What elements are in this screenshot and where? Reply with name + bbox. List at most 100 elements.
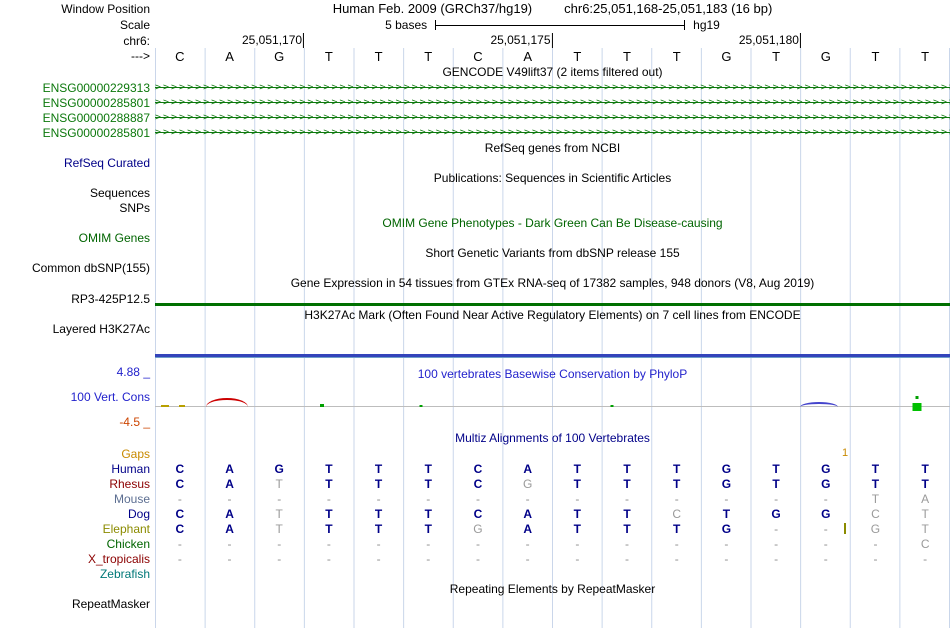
transcript-id-label[interactable]: ENSG00000285801 — [42, 125, 150, 140]
alignment-cell: A — [225, 521, 234, 536]
alignment-cell: - — [277, 551, 282, 566]
alignment-cell: T — [722, 506, 731, 521]
alignment-row-rhesus[interactable]: Rhesus C A T T T T C G T T T G T G T T — [0, 476, 950, 491]
alignment-cell: T — [424, 506, 432, 521]
gtex-title-row: Gene Expression in 54 tissues from GTEx … — [0, 275, 950, 291]
refseq-track-label[interactable]: RefSeq Curated — [63, 155, 150, 170]
alignment-cell: - — [227, 491, 232, 506]
transcript-row[interactable]: ENSG00000285801 >>>>>>>>>>>>>>>>>>>>>>>>>… — [0, 95, 950, 110]
species-label: Mouse — [113, 491, 150, 506]
alignment-cell: - — [625, 551, 630, 566]
h3k27ac-track — [155, 322, 950, 336]
repeatmasker-title-row: Repeating Elements by RepeatMasker — [0, 581, 950, 596]
gencode-title-row: GENCODE V49lift37 (2 items filtered out) — [0, 64, 950, 80]
base-letter: T — [573, 48, 582, 64]
alignment-cell: - — [227, 536, 232, 551]
alignment-cell: T — [623, 521, 631, 536]
alignment-cell: T — [673, 476, 681, 491]
alignment-cell: - — [227, 551, 232, 566]
repeatmasker-title[interactable]: Repeating Elements by RepeatMasker — [449, 581, 656, 596]
dbsnp-title[interactable]: Short Genetic Variants from dbSNP releas… — [425, 245, 680, 260]
omim-title[interactable]: OMIM Gene Phenotypes - Dark Green Can Be… — [382, 215, 723, 230]
refseq-track-row[interactable]: RefSeq Curated — [0, 155, 950, 170]
omim-track-label[interactable]: OMIM Genes — [78, 230, 150, 245]
h3k27ac-signal-row — [0, 336, 950, 360]
alignment-cell: A — [921, 491, 930, 506]
alignment-cell: - — [177, 491, 182, 506]
transcript-row[interactable]: ENSG00000285801 >>>>>>>>>>>>>>>>>>>>>>>>>… — [0, 125, 950, 140]
phylop-title[interactable]: 100 vertebrates Basewise Conservation by… — [417, 367, 688, 381]
alignment-cell: G — [821, 506, 831, 521]
transcript-id-label[interactable]: ENSG00000285801 — [42, 95, 150, 110]
alignment-cell: G — [473, 521, 483, 536]
alignment-row-mouse[interactable]: Mouse - - - - - - - - - - - - - - T A — [0, 491, 950, 506]
alignment-row-x_tropicalis[interactable]: X_tropicalis - - - - - - - - - - - - - - - - — [0, 551, 950, 566]
transcript-id-label[interactable]: ENSG00000288887 — [42, 110, 150, 125]
alignment-cell: - — [376, 491, 381, 506]
alignment-row-elephant[interactable]: Elephant C A T T T T G A T T T G - - G T — [0, 521, 950, 536]
alignment-cell: - — [475, 536, 480, 551]
alignment-cell: T — [871, 476, 880, 491]
alignment-cell: G — [522, 476, 533, 491]
alignment-track: ---------------C — [155, 536, 950, 551]
alignment-cell: - — [376, 536, 381, 551]
snps-track-label[interactable]: SNPs — [119, 200, 150, 215]
sequences-track-label[interactable]: Sequences — [89, 185, 150, 200]
gaps-row[interactable]: Gaps 1 — [0, 446, 950, 461]
ruler-row: chr6: 25,051,170 25,051,175 25,051,180 — [0, 33, 950, 48]
multiz-title[interactable]: Multiz Alignments of 100 Vertebrates — [455, 431, 650, 445]
h3k27ac-label-row[interactable]: Layered H3K27Ac — [0, 322, 950, 336]
ruler-tick-mark — [551, 33, 553, 48]
alignment-cell: T — [424, 521, 432, 536]
gencode-title[interactable]: GENCODE V49lift37 (2 items filtered out) — [442, 65, 663, 79]
transcript-row[interactable]: ENSG00000288887 >>>>>>>>>>>>>>>>>>>>>>>>>… — [0, 110, 950, 125]
alignment-row-dog[interactable]: Dog C A T T T T C A T T C T G G C T — [0, 506, 950, 521]
ruler-tick: 25,051,180 — [739, 33, 801, 48]
alignment-cell: T — [275, 476, 283, 491]
h3k27ac-track-label[interactable]: Layered H3K27Ac — [52, 322, 150, 336]
repeatmasker-track-label[interactable]: RepeatMasker — [71, 596, 150, 611]
alignment-cell: A — [225, 476, 234, 491]
h3k27ac-title[interactable]: H3K27Ac Mark (Often Found Near Active Re… — [304, 307, 801, 322]
snps-track-row[interactable]: SNPs — [0, 200, 950, 215]
multiz-alignment-rows: Human C A G T T T C A T T T G T G T T Rhesus C A T T T T C G T T T G T… — [0, 461, 950, 581]
repeatmasker-track-row[interactable]: RepeatMasker — [0, 596, 950, 611]
dbsnp-track-row[interactable]: Common dbSNP(155) — [0, 260, 950, 275]
base-letter: A — [225, 48, 234, 64]
alignment-cell: C — [175, 506, 185, 521]
sequences-track-row[interactable]: Sequences — [0, 185, 950, 200]
base-letter: T — [871, 48, 880, 64]
alignment-cell: T — [573, 521, 582, 536]
dbsnp-track-label[interactable]: Common dbSNP(155) — [31, 260, 150, 275]
gtex-title[interactable]: Gene Expression in 54 tissues from GTEx … — [290, 276, 815, 290]
gtex-track-row[interactable]: RP3-425P12.5 — [0, 291, 950, 307]
transcript-id-label[interactable]: ENSG00000229313 — [42, 80, 150, 95]
window-position-label: Window Position — [61, 1, 150, 16]
omim-track-row[interactable]: OMIM Genes — [0, 230, 950, 245]
alignment-cell: A — [523, 521, 532, 536]
alignment-row-human[interactable]: Human C A G T T T C A T T T G T G T T — [0, 461, 950, 476]
transcript-track: >>>>>>>>>>>>>>>>>>>>>>>>>>>>>>>>>>>>>>>>… — [155, 125, 950, 140]
refseq-title[interactable]: RefSeq genes from NCBI — [484, 140, 621, 155]
species-label: X_tropicalis — [87, 551, 150, 566]
gtex-gene-bar[interactable] — [155, 303, 950, 306]
species-label: Dog — [127, 506, 150, 521]
phylop-track-block[interactable]: 4.88 _ 100 Vert. Cons -4.5 _ 100 vertebr… — [0, 360, 950, 430]
species-label: Rhesus — [109, 476, 150, 491]
publications-title[interactable]: Publications: Sequences in Scientific Ar… — [433, 170, 672, 185]
ruler-tick: 25,051,175 — [490, 33, 553, 48]
alignment-cell: G — [721, 461, 732, 476]
species-label: Chicken — [106, 536, 150, 551]
gtex-gene-label[interactable]: RP3-425P12.5 — [71, 292, 150, 306]
phylop-track-label[interactable]: 100 Vert. Cons — [70, 390, 150, 404]
alignment-cell: - — [674, 551, 679, 566]
alignment-row-chicken[interactable]: Chicken - - - - - - - - - - - - - - - C — [0, 536, 950, 551]
alignment-row-zebrafish[interactable]: Zebrafish — [0, 566, 950, 581]
alignment-cell: T — [623, 461, 631, 476]
alignment-cell: T — [673, 521, 681, 536]
alignment-cell: C — [473, 506, 483, 521]
transcript-row[interactable]: ENSG00000229313 >>>>>>>>>>>>>>>>>>>>>>>>>… — [0, 80, 950, 95]
ruler-tick-label: 25,051,170 — [242, 33, 303, 47]
